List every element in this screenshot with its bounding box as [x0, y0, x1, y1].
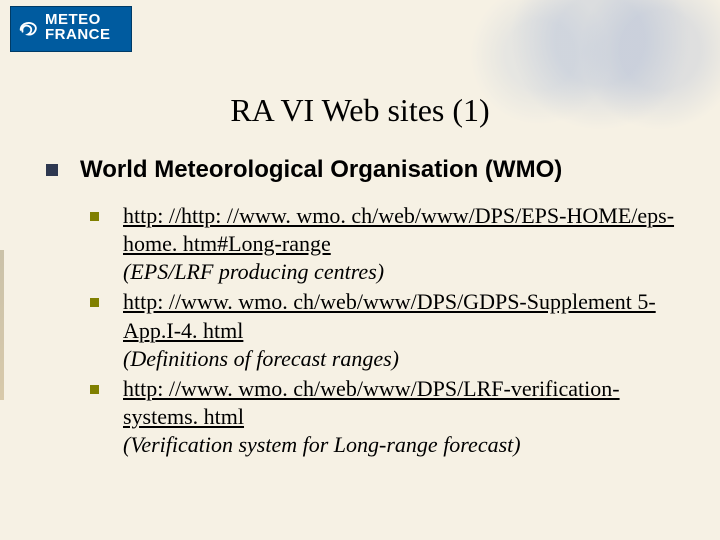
list-item-body: http: //www. wmo. ch/web/www/DPS/LRF-ver…: [123, 375, 683, 459]
slide-title: RA VI Web sites (1): [0, 92, 720, 129]
link-text[interactable]: http: //www. wmo. ch/web/www/DPS/LRF-ver…: [123, 376, 620, 429]
logo-line2: FRANCE: [45, 27, 127, 42]
square-bullet-icon: [90, 298, 99, 307]
logo-line1: METEO: [45, 12, 127, 27]
list-item-body: http: //www. wmo. ch/web/www/DPS/GDPS-Su…: [123, 288, 683, 372]
level1-bullet-row: World Meteorological Organisation (WMO): [46, 156, 690, 184]
link-description: (Verification system for Long-range fore…: [123, 432, 521, 457]
level2-list: http: //http: //www. wmo. ch/web/www/DPS…: [90, 202, 690, 459]
section-heading: World Meteorological Organisation (WMO): [80, 156, 562, 184]
list-item: http: //http: //www. wmo. ch/web/www/DPS…: [90, 202, 690, 286]
list-item: http: //www. wmo. ch/web/www/DPS/LRF-ver…: [90, 375, 690, 459]
content-block: World Meteorological Organisation (WMO) …: [46, 156, 690, 461]
square-bullet-icon: [90, 385, 99, 394]
decorative-side-accent: [0, 250, 4, 400]
link-description: (Definitions of forecast ranges): [123, 346, 399, 371]
meteo-france-logo: METEO FRANCE: [10, 6, 132, 52]
link-text[interactable]: http: //http: //www. wmo. ch/web/www/DPS…: [123, 203, 674, 256]
square-bullet-icon: [90, 212, 99, 221]
square-bullet-icon: [46, 164, 58, 176]
list-item: http: //www. wmo. ch/web/www/DPS/GDPS-Su…: [90, 288, 690, 372]
link-description: (EPS/LRF producing centres): [123, 259, 384, 284]
logo-swirl-icon: [17, 17, 39, 39]
link-text[interactable]: http: //www. wmo. ch/web/www/DPS/GDPS-Su…: [123, 289, 656, 342]
list-item-body: http: //http: //www. wmo. ch/web/www/DPS…: [123, 202, 683, 286]
